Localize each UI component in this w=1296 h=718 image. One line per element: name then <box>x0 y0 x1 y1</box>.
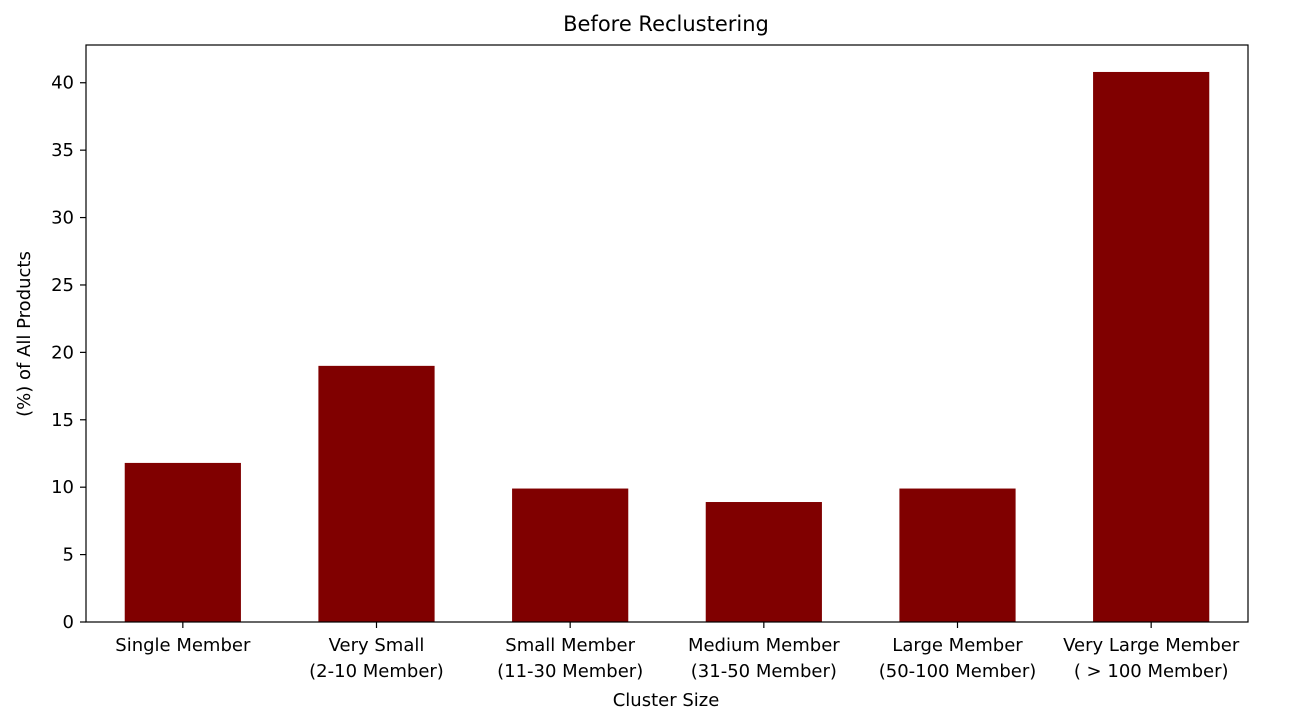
y-tick-label: 20 <box>51 342 74 363</box>
bar <box>705 502 822 622</box>
y-tick-label: 40 <box>51 73 74 94</box>
bar <box>899 488 1016 622</box>
bars-group <box>124 71 1210 622</box>
y-tick-label: 30 <box>51 208 74 229</box>
y-tick-label: 15 <box>51 410 74 431</box>
x-tick-label: Large Member <box>892 635 1023 656</box>
chart-title: Before Reclustering <box>563 12 769 36</box>
y-tick-label: 0 <box>63 612 74 633</box>
x-axis: Single Member Very Small (2-10 Member) Smal… <box>115 622 1240 682</box>
x-tick-label: Very Large Member <box>1063 635 1240 656</box>
x-tick-label: (50-100 Member) <box>879 661 1037 682</box>
x-tick-label: Small Member <box>505 635 635 656</box>
x-tick-label: Single Member <box>115 635 251 656</box>
y-tick-label: 25 <box>51 275 74 296</box>
y-axis: 0 5 10 15 20 25 30 35 40 <box>51 73 86 633</box>
x-tick-label: (2-10 Member) <box>309 661 444 682</box>
x-tick-label: Medium Member <box>688 635 840 656</box>
plot-frame <box>85 44 1249 623</box>
y-tick-label: 10 <box>51 477 74 498</box>
y-tick-label: 35 <box>51 140 74 161</box>
x-axis-label: Cluster Size <box>613 690 720 711</box>
x-tick-label: Very Small <box>329 635 425 656</box>
bar <box>124 462 241 622</box>
x-tick-label: ( > 100 Member) <box>1074 661 1229 682</box>
x-tick-label: (31-50 Member) <box>691 661 837 682</box>
y-tick-label: 5 <box>63 545 74 566</box>
bar <box>318 365 435 622</box>
bar <box>1093 71 1210 622</box>
x-tick-label: (11-30 Member) <box>497 661 643 682</box>
y-axis-label: (%) of All Products <box>14 251 35 417</box>
bar <box>512 488 629 622</box>
